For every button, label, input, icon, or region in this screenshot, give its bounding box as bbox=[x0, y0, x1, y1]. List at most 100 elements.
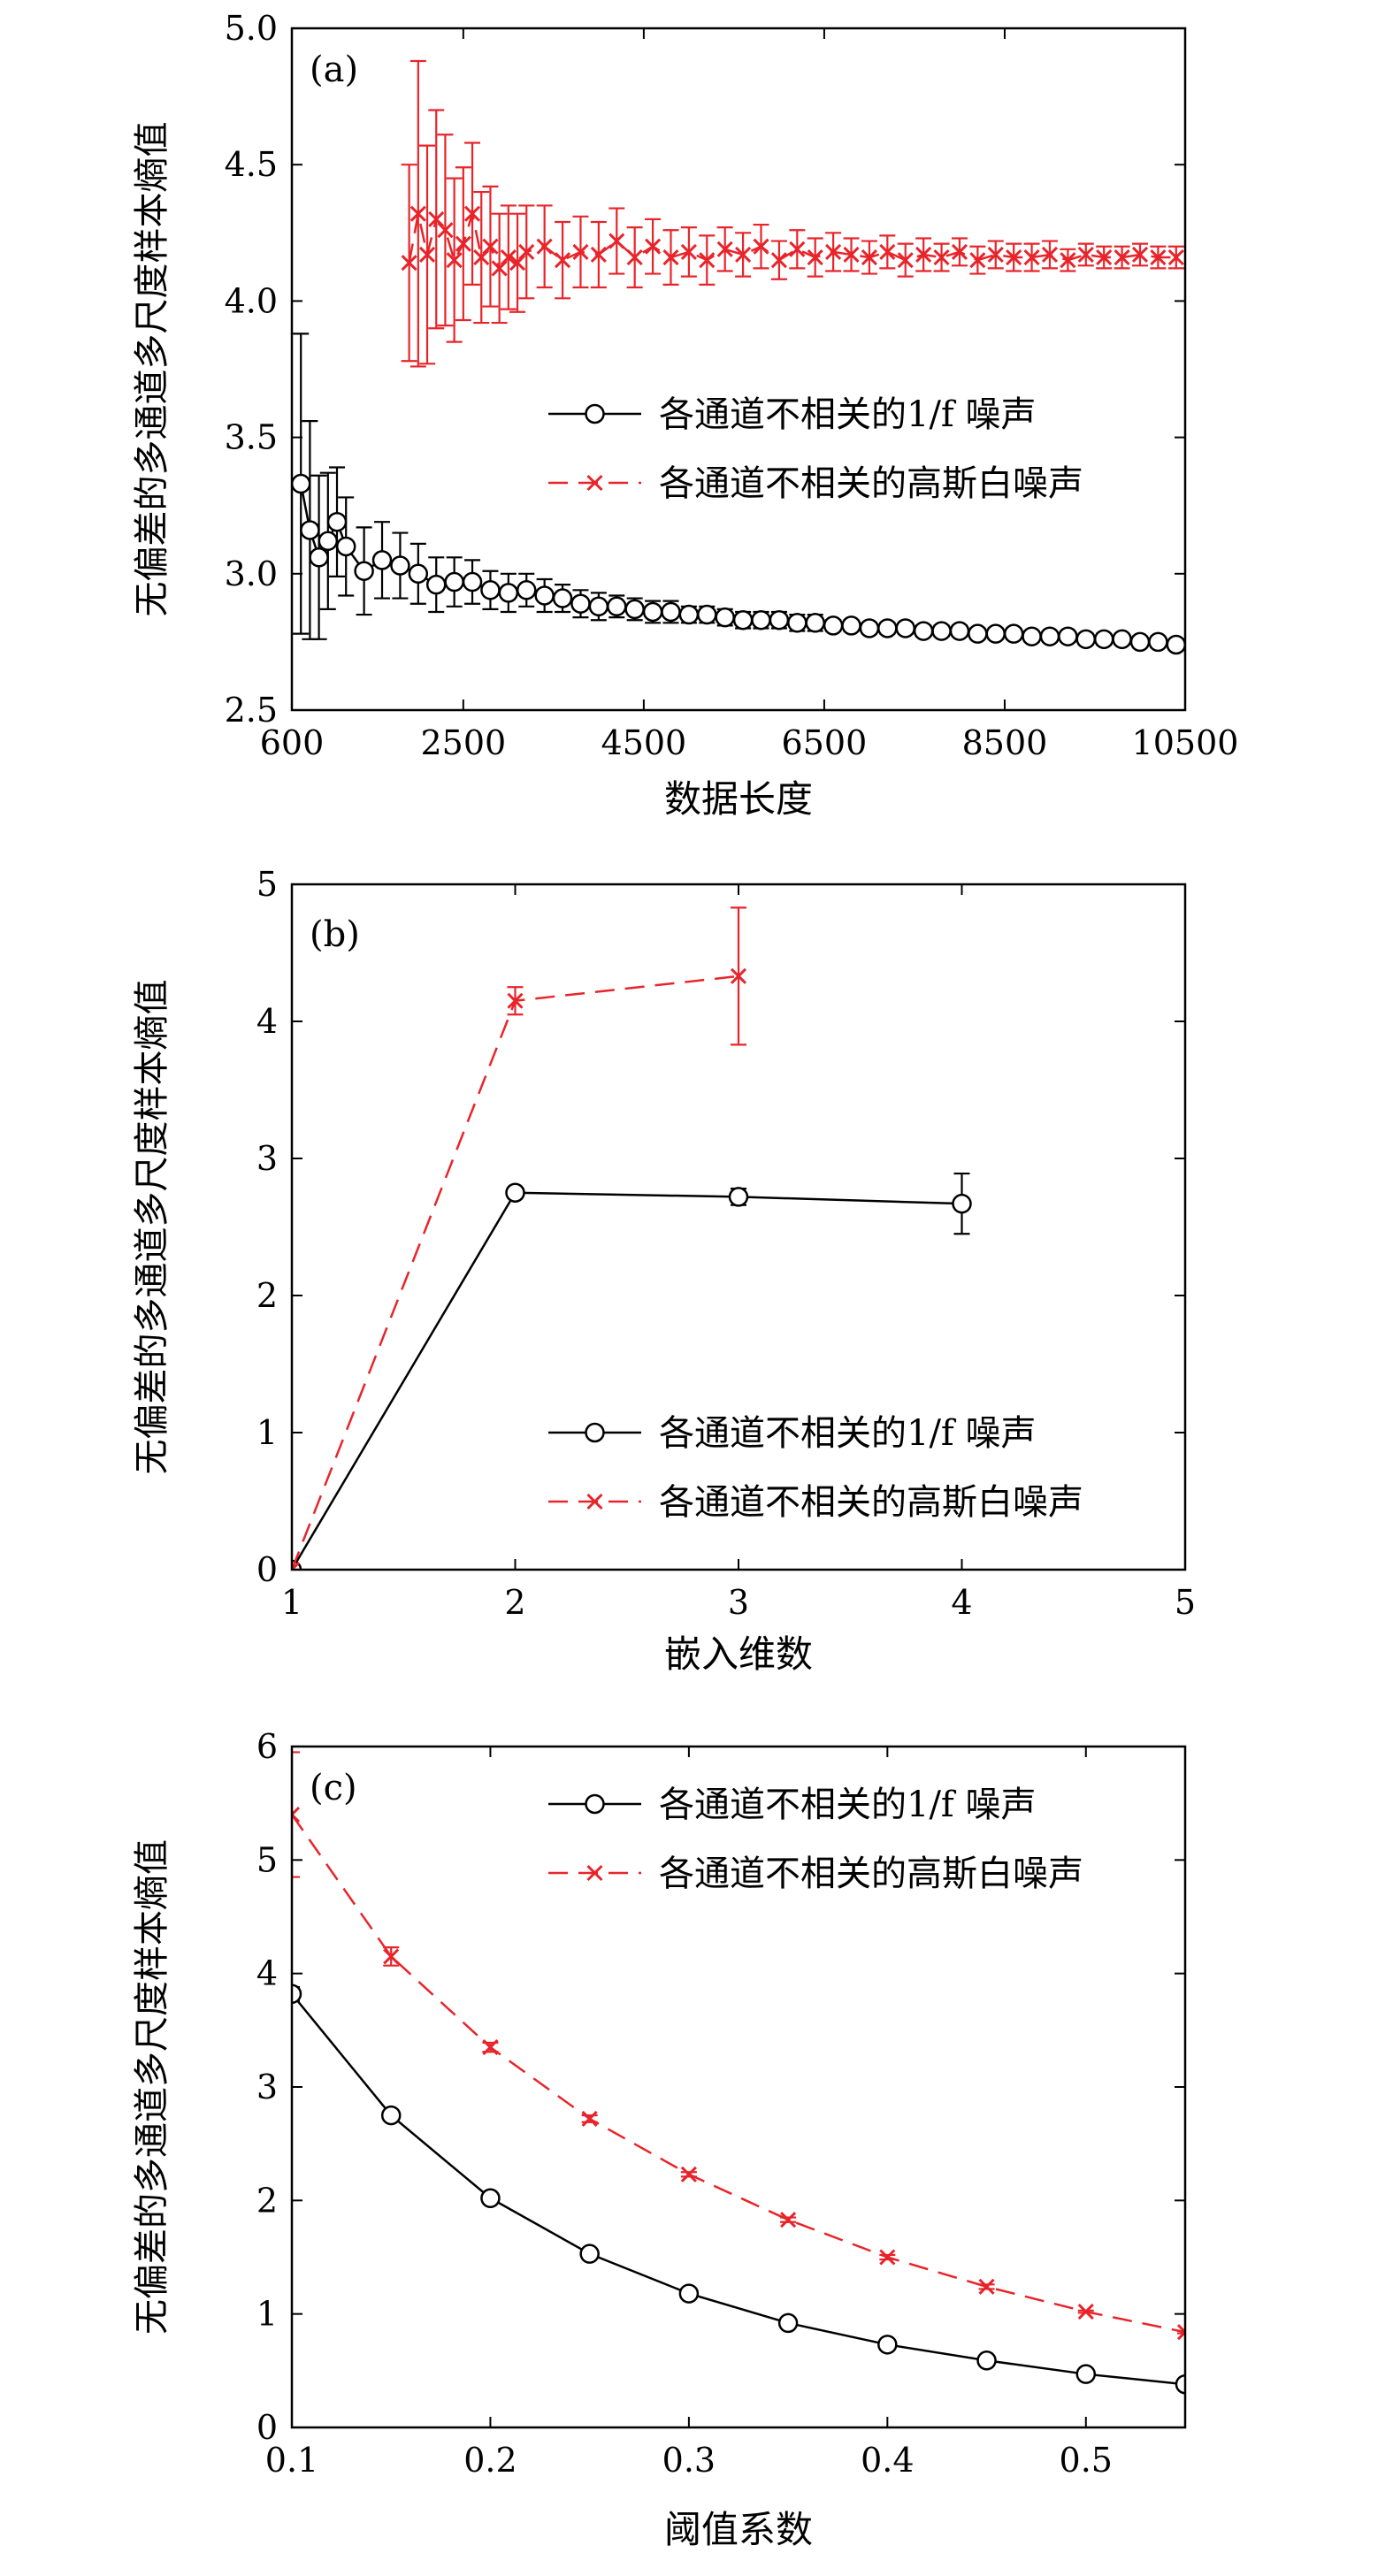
data-point-14 bbox=[536, 238, 553, 255]
data-point-30 bbox=[825, 243, 842, 260]
data-point-19 bbox=[588, 596, 609, 617]
data-point-22 bbox=[680, 243, 697, 260]
data-point-42 bbox=[1003, 623, 1024, 644]
x-tick-label: 600 bbox=[260, 723, 325, 762]
data-point-0 bbox=[292, 1984, 302, 2005]
data-point-24 bbox=[678, 604, 700, 625]
data-point-38 bbox=[931, 621, 952, 641]
panel-label: (b) bbox=[310, 914, 360, 955]
data-point-40 bbox=[1006, 248, 1022, 266]
data-point-5 bbox=[335, 536, 356, 557]
data-point-23 bbox=[661, 601, 681, 623]
data-point-51 bbox=[1166, 634, 1185, 655]
chart-panel-c: 0.1 0.2 0.3 0.4 0.5 0 1 2 3 4 5 6 (c) 各通道不相关的1/f 噪声各通… bbox=[132, 1727, 1187, 2551]
y-axis-label: 无偏差的多通道多尺度样本熵值 bbox=[132, 122, 172, 617]
data-point-41 bbox=[985, 623, 1006, 644]
y-tick-label: 1 bbox=[256, 1413, 278, 1452]
x-axis-label: 数据长度 bbox=[664, 777, 813, 821]
data-point-45 bbox=[1096, 248, 1113, 266]
x-tick-label: 3 bbox=[728, 1583, 749, 1622]
series-one-over-f bbox=[292, 1172, 972, 1570]
data-point-28 bbox=[789, 241, 806, 257]
y-tick-label: 3.5 bbox=[225, 418, 278, 457]
data-point-7 bbox=[463, 205, 481, 222]
data-point-legend bbox=[585, 1422, 605, 1443]
data-point-2 bbox=[482, 2039, 499, 2056]
data-point-29 bbox=[769, 609, 790, 631]
data-point-34 bbox=[897, 252, 914, 269]
data-point-47 bbox=[1131, 246, 1149, 264]
data-point-2 bbox=[728, 1187, 749, 1207]
plot-frame bbox=[290, 883, 1187, 1571]
data-point-4 bbox=[326, 511, 348, 532]
series-one-over-f bbox=[292, 333, 1185, 655]
y-tick-label: 5 bbox=[256, 1840, 278, 1879]
data-point-6 bbox=[877, 2335, 898, 2355]
x-axis-label: 嵌入维数 bbox=[664, 1632, 813, 1676]
x-tick-label: 10500 bbox=[1132, 723, 1239, 762]
data-point-3 bbox=[579, 2243, 600, 2264]
data-point-2 bbox=[730, 967, 747, 984]
series-gaussian-white bbox=[292, 1751, 1185, 2341]
data-point-16 bbox=[534, 585, 555, 606]
x-tick-label: 2500 bbox=[420, 723, 506, 762]
data-point-8 bbox=[1077, 2304, 1094, 2320]
data-point-4 bbox=[680, 2166, 697, 2182]
data-point-1 bbox=[505, 1182, 525, 1203]
data-point-5 bbox=[446, 252, 463, 269]
plot-frame bbox=[290, 1745, 1187, 2429]
data-point-legend bbox=[585, 403, 605, 424]
data-point-13 bbox=[518, 243, 535, 260]
panel-label: (c) bbox=[310, 1768, 357, 1808]
data-point-1 bbox=[300, 520, 320, 540]
data-point-31 bbox=[805, 613, 825, 633]
x-tick-label: 2 bbox=[504, 1583, 525, 1622]
y-tick-label: 3.0 bbox=[225, 554, 278, 593]
y-tick-label: 4 bbox=[256, 1002, 278, 1041]
data-point-24 bbox=[716, 241, 733, 257]
data-point-44 bbox=[1077, 246, 1094, 264]
series-gaussian-white bbox=[401, 59, 1184, 368]
data-point-20 bbox=[607, 596, 627, 617]
data-point-2 bbox=[309, 547, 329, 568]
data-point-32 bbox=[861, 248, 877, 266]
data-point-5 bbox=[780, 2212, 797, 2228]
data-point-40 bbox=[968, 623, 988, 644]
data-point-10 bbox=[425, 574, 447, 595]
x-tick-label: 4 bbox=[951, 1583, 972, 1622]
data-point-16 bbox=[572, 243, 589, 260]
y-tick-label: 0 bbox=[256, 1550, 278, 1589]
data-point-36 bbox=[933, 248, 950, 266]
data-point-26 bbox=[715, 607, 735, 628]
x-axis-label: 阈值系数 bbox=[664, 2508, 813, 2551]
data-point-35 bbox=[915, 246, 932, 264]
y-tick-label: 5 bbox=[256, 865, 278, 904]
data-point-0 bbox=[292, 1561, 301, 1570]
data-point-38 bbox=[969, 252, 986, 269]
data-point-1 bbox=[383, 1948, 400, 1965]
data-point-45 bbox=[1058, 626, 1078, 646]
data-point-25 bbox=[697, 604, 717, 625]
data-point-32 bbox=[823, 615, 844, 636]
data-point-4 bbox=[437, 222, 454, 239]
data-point-31 bbox=[843, 246, 860, 264]
series-gaussian-white bbox=[292, 906, 747, 1570]
data-point-22 bbox=[642, 601, 663, 623]
data-point-13 bbox=[480, 580, 501, 600]
legend-entry: 各通道不相关的高斯白噪声 bbox=[659, 1482, 1083, 1523]
data-point-37 bbox=[951, 243, 968, 260]
data-point-35 bbox=[877, 618, 898, 638]
y-tick-label: 1 bbox=[256, 2295, 278, 2334]
x-tick-label: 0.3 bbox=[662, 2441, 716, 2480]
y-tick-label: 3 bbox=[256, 1139, 278, 1178]
series-one-over-f bbox=[292, 1984, 1185, 2395]
data-point-0 bbox=[292, 473, 311, 494]
data-point-6 bbox=[455, 235, 471, 252]
data-point-12 bbox=[509, 255, 526, 271]
data-point-9 bbox=[1176, 2324, 1185, 2341]
y-axis-label: 无偏差的多通道多尺度样本熵值 bbox=[132, 980, 172, 1475]
data-point-10 bbox=[491, 260, 508, 277]
plot-frame bbox=[290, 27, 1187, 712]
data-point-7 bbox=[371, 550, 393, 570]
